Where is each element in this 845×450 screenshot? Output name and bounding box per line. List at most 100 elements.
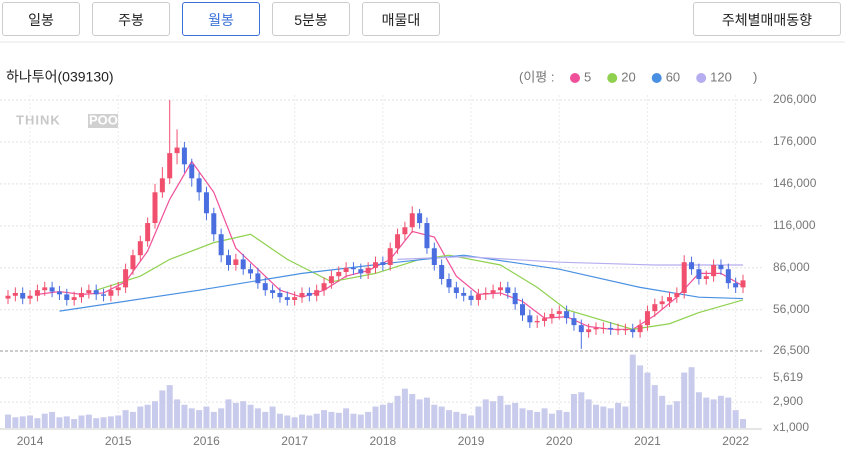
volume-bar <box>262 411 269 428</box>
candle-body <box>667 297 672 302</box>
candle-body <box>674 292 680 298</box>
x-tick-label: 2020 <box>546 434 573 448</box>
candle-body <box>468 295 474 300</box>
candle-body <box>608 327 614 330</box>
volume-bar <box>63 416 70 428</box>
volume-bar <box>578 392 585 428</box>
volume-bar <box>548 413 555 428</box>
volume-bar <box>416 399 423 428</box>
candle-body <box>277 292 283 298</box>
volume-bar <box>622 406 629 428</box>
button[interactable]: 일봉 <box>2 2 80 36</box>
candle-body <box>490 290 496 293</box>
watermark: THINK <box>16 112 61 127</box>
volume-bar <box>593 404 599 428</box>
volume-bar <box>570 394 577 428</box>
y-tick-label: 86,000 <box>773 260 810 274</box>
volume-bar <box>210 411 217 428</box>
volume-bar <box>115 415 122 428</box>
candle-body <box>218 234 224 256</box>
volume-bar <box>122 410 129 428</box>
volume-bar <box>372 406 379 428</box>
volume-bar <box>659 395 666 428</box>
button[interactable]: 5분봉 <box>272 2 350 36</box>
y-tick-label: 176,000 <box>773 134 817 148</box>
candle-body <box>358 269 364 274</box>
candle-body <box>108 290 114 296</box>
volume-bar <box>688 367 695 428</box>
candle-body <box>475 294 481 300</box>
volume-bar <box>475 406 482 428</box>
legend-title: (이평 : <box>519 69 554 84</box>
volume-bar <box>218 408 225 428</box>
button[interactable]: 주체별매매동향 <box>693 2 841 36</box>
volume-bar <box>673 401 680 428</box>
volume-bar <box>328 411 335 428</box>
button[interactable]: 주봉 <box>92 2 170 36</box>
volume-bar <box>519 408 526 428</box>
candle-body <box>520 304 525 316</box>
candle-body <box>600 327 606 329</box>
candle-body <box>424 223 430 249</box>
volume-bar <box>188 408 195 428</box>
volume-bar <box>12 417 19 428</box>
volume-bar <box>607 408 614 428</box>
candle-body <box>159 178 165 193</box>
y-tick-label: 116,000 <box>773 218 816 232</box>
volume-bar <box>56 417 63 428</box>
candle-body <box>306 292 312 296</box>
candle-body <box>703 276 709 279</box>
legend-label: 20 <box>621 69 635 84</box>
button[interactable]: 월봉 <box>182 2 260 36</box>
volume-bar <box>394 395 401 428</box>
candle-body <box>461 292 467 296</box>
volume-bar <box>181 404 188 428</box>
volume-bar <box>666 404 673 428</box>
candle-body <box>123 269 129 288</box>
candle-body <box>299 292 305 298</box>
candle-body <box>12 292 18 296</box>
y-tick-label: 146,000 <box>773 176 817 190</box>
volume-bar <box>174 399 181 428</box>
candle-body <box>314 290 320 296</box>
volume-bar <box>85 414 92 428</box>
candle-body <box>343 267 349 272</box>
candle-body <box>27 295 33 299</box>
candle-body <box>189 164 195 179</box>
candle-body <box>167 153 173 179</box>
candle-body <box>42 287 48 291</box>
x-tick-label: 2015 <box>105 434 132 448</box>
volume-bar <box>365 411 372 428</box>
volume-bar <box>196 410 203 428</box>
candle-body <box>593 327 599 330</box>
candle-body <box>20 292 26 299</box>
legend-label: 5 <box>584 69 591 84</box>
volume-bar <box>534 411 541 428</box>
candle-body <box>696 269 702 279</box>
candle-body <box>284 297 290 300</box>
x-tick-label: 2018 <box>369 434 396 448</box>
candle-body <box>226 255 231 266</box>
volume-bar <box>166 385 173 428</box>
volume-bar <box>34 418 41 428</box>
candle-body <box>115 287 121 291</box>
candle-body <box>395 234 401 249</box>
candle-body <box>145 223 151 242</box>
candle-body <box>5 295 11 299</box>
candle-body <box>387 248 393 266</box>
volume-bar <box>5 414 11 428</box>
volume-bar <box>710 399 717 428</box>
volume-bar <box>541 408 548 428</box>
watermark-box <box>88 114 118 128</box>
legend-swatch <box>607 73 618 83</box>
volume-bar <box>269 406 276 428</box>
button[interactable]: 매물대 <box>362 2 440 36</box>
volume-bar <box>159 390 166 428</box>
candle-body <box>328 276 334 284</box>
candle-body <box>402 227 408 235</box>
volume-bar <box>504 404 511 428</box>
volume-bar <box>717 395 724 428</box>
volume-bar <box>284 415 291 428</box>
volume-bar <box>137 406 144 428</box>
candle-body <box>718 265 724 270</box>
